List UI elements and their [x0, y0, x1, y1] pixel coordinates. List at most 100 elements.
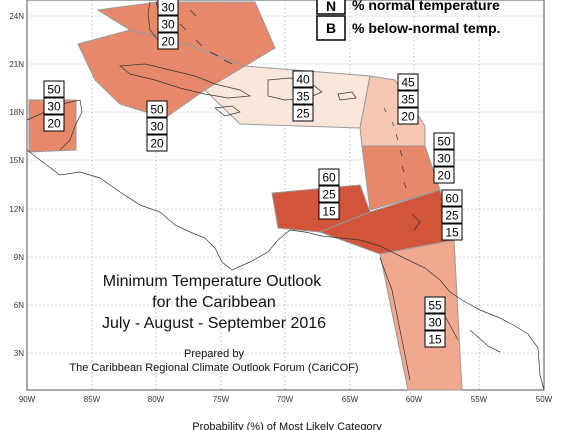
- prob-cell-n: [441, 206, 463, 224]
- y-tick-label: 3N: [14, 349, 24, 358]
- legend-label-below: % below-normal temp.: [352, 20, 501, 36]
- prob-value-b: 15: [322, 205, 336, 219]
- y-tick-label: 18N: [9, 108, 24, 117]
- prob-cell-b: [424, 330, 446, 348]
- prob-cell-a: [397, 73, 419, 91]
- prob-box-greater-antilles: 40 35 25: [292, 70, 314, 122]
- prob-value-n: 25: [322, 188, 336, 202]
- prob-cell-b: [157, 32, 179, 50]
- prob-box-cuba: 50 30 20: [146, 100, 168, 152]
- legend-key-b: [316, 15, 346, 41]
- x-tick-label: 70W: [277, 395, 294, 404]
- prob-cell-b: [433, 166, 455, 184]
- prob-value-n: 30: [47, 100, 61, 114]
- prob-cell-a: [441, 189, 463, 207]
- prob-cell-a: [318, 168, 340, 186]
- prob-value-b: 20: [437, 169, 451, 183]
- prob-cell-b: [43, 114, 65, 132]
- prob-cell-n: [424, 313, 446, 331]
- prob-value-a: 50: [437, 135, 451, 149]
- title-line-1: Minimum Temperature Outlook: [103, 273, 322, 290]
- x-tick-label: 60W: [406, 395, 423, 404]
- y-tick-label: 21N: [9, 60, 24, 69]
- legend: N % normal temperature B % below-normal …: [316, 0, 501, 41]
- prob-cell-n: [43, 97, 65, 115]
- jamaica-coast: [214, 105, 241, 117]
- prob-value-n: 35: [401, 93, 415, 107]
- prob-cell-n: [318, 185, 340, 203]
- puerto-rico-coast: [337, 91, 357, 101]
- prob-cell-n: [397, 90, 419, 108]
- y-tick-label: 12N: [9, 205, 24, 214]
- cuba-coast: [119, 63, 252, 99]
- prob-value-n: 35: [296, 90, 310, 104]
- prob-cell-a: [146, 100, 168, 118]
- prob-cell-b: [441, 223, 463, 241]
- y-tick-label: 24N: [9, 12, 24, 21]
- bahamas-islands: [179, 9, 233, 65]
- prob-cell-b: [292, 104, 314, 122]
- region-guianas: [379, 239, 463, 391]
- prob-cell-n: [157, 15, 179, 33]
- credit-line-2: The Caribbean Regional Climate Outlook F…: [69, 362, 358, 374]
- legend-letter-b: B: [326, 20, 336, 36]
- y-tick-labels: 24N 21N 18N 15N 12N 9N 6N 3N: [9, 12, 24, 358]
- legend-label-normal: % normal temperature: [352, 0, 500, 13]
- prob-value-n: 25: [445, 209, 459, 223]
- prob-cell-a: [43, 80, 65, 98]
- y-tick-label: 9N: [14, 253, 24, 262]
- title-line-3: July - August - September 2016: [102, 315, 326, 332]
- x-tick-label: 80W: [148, 395, 165, 404]
- y-tick-label: 6N: [14, 301, 24, 310]
- prob-value-n: 30: [437, 152, 451, 166]
- region-greater-antilles: [204, 65, 371, 129]
- x-tick-label: 50W: [536, 395, 553, 404]
- prob-cell-a: [424, 296, 446, 314]
- x-tick-label: 55W: [471, 395, 488, 404]
- prob-cell-n: [146, 117, 168, 135]
- probability-labels: 30 30 20 50 30 20 50 30 20 40 35 25 45 35 20 50 30 20 60 25…: [43, 0, 463, 348]
- prob-value-n: 30: [161, 18, 175, 32]
- prob-value-b: 15: [445, 226, 459, 240]
- prob-value-b: 20: [47, 117, 61, 131]
- x-tick-labels: 90W 85W 80W 75W 70W 65W 60W 55W 50W: [19, 395, 553, 404]
- footer-caption: Probability (%) of Most Likely Category: [192, 421, 382, 430]
- prob-value-b: 20: [150, 137, 164, 151]
- legend-letter-n: N: [326, 0, 336, 14]
- map-frame: [26, 0, 545, 391]
- prob-box-windward-islands: 50 30 20: [433, 132, 455, 184]
- credit-line-1: Prepared by: [184, 348, 244, 360]
- prob-value-a: 55: [428, 299, 442, 313]
- prob-cell-n: [433, 149, 455, 167]
- prob-box-bahamas: 30 30 20: [157, 0, 179, 50]
- prob-value-b: 20: [401, 110, 415, 124]
- prob-value-b: 25: [296, 107, 310, 121]
- prob-box-belize: 50 30 20: [43, 80, 65, 132]
- x-tick-label: 85W: [84, 395, 101, 404]
- prob-box-abc-islands: 60 25 15: [318, 168, 340, 220]
- prob-cell-a: [433, 132, 455, 150]
- prob-box-guianas: 55 30 15: [424, 296, 446, 348]
- prob-value-b: 15: [428, 333, 442, 347]
- prob-value-a: 60: [322, 171, 336, 185]
- prob-value-a: 45: [401, 76, 415, 90]
- prob-value-a: 50: [150, 103, 164, 117]
- title-line-2: for the Caribbean: [152, 294, 276, 311]
- prob-cell-b: [397, 107, 419, 125]
- prob-cell-a: [157, 0, 179, 16]
- prob-value-n: 30: [150, 120, 164, 134]
- prob-cell-b: [146, 134, 168, 152]
- prob-value-a: 30: [161, 1, 175, 15]
- prob-box-leeward-islands: 45 35 20: [397, 73, 419, 125]
- prob-value-a: 60: [445, 192, 459, 206]
- prob-value-b: 20: [161, 35, 175, 49]
- prob-cell-b: [318, 202, 340, 220]
- prob-cell-a: [292, 70, 314, 88]
- prob-cell-n: [292, 87, 314, 105]
- x-tick-label: 90W: [19, 395, 36, 404]
- credit: Prepared by The Caribbean Regional Clima…: [69, 348, 358, 374]
- lesser-antilles: [383, 107, 421, 231]
- prob-value-a: 50: [47, 83, 61, 97]
- prob-value-n: 30: [428, 316, 442, 330]
- x-tick-label: 65W: [342, 395, 359, 404]
